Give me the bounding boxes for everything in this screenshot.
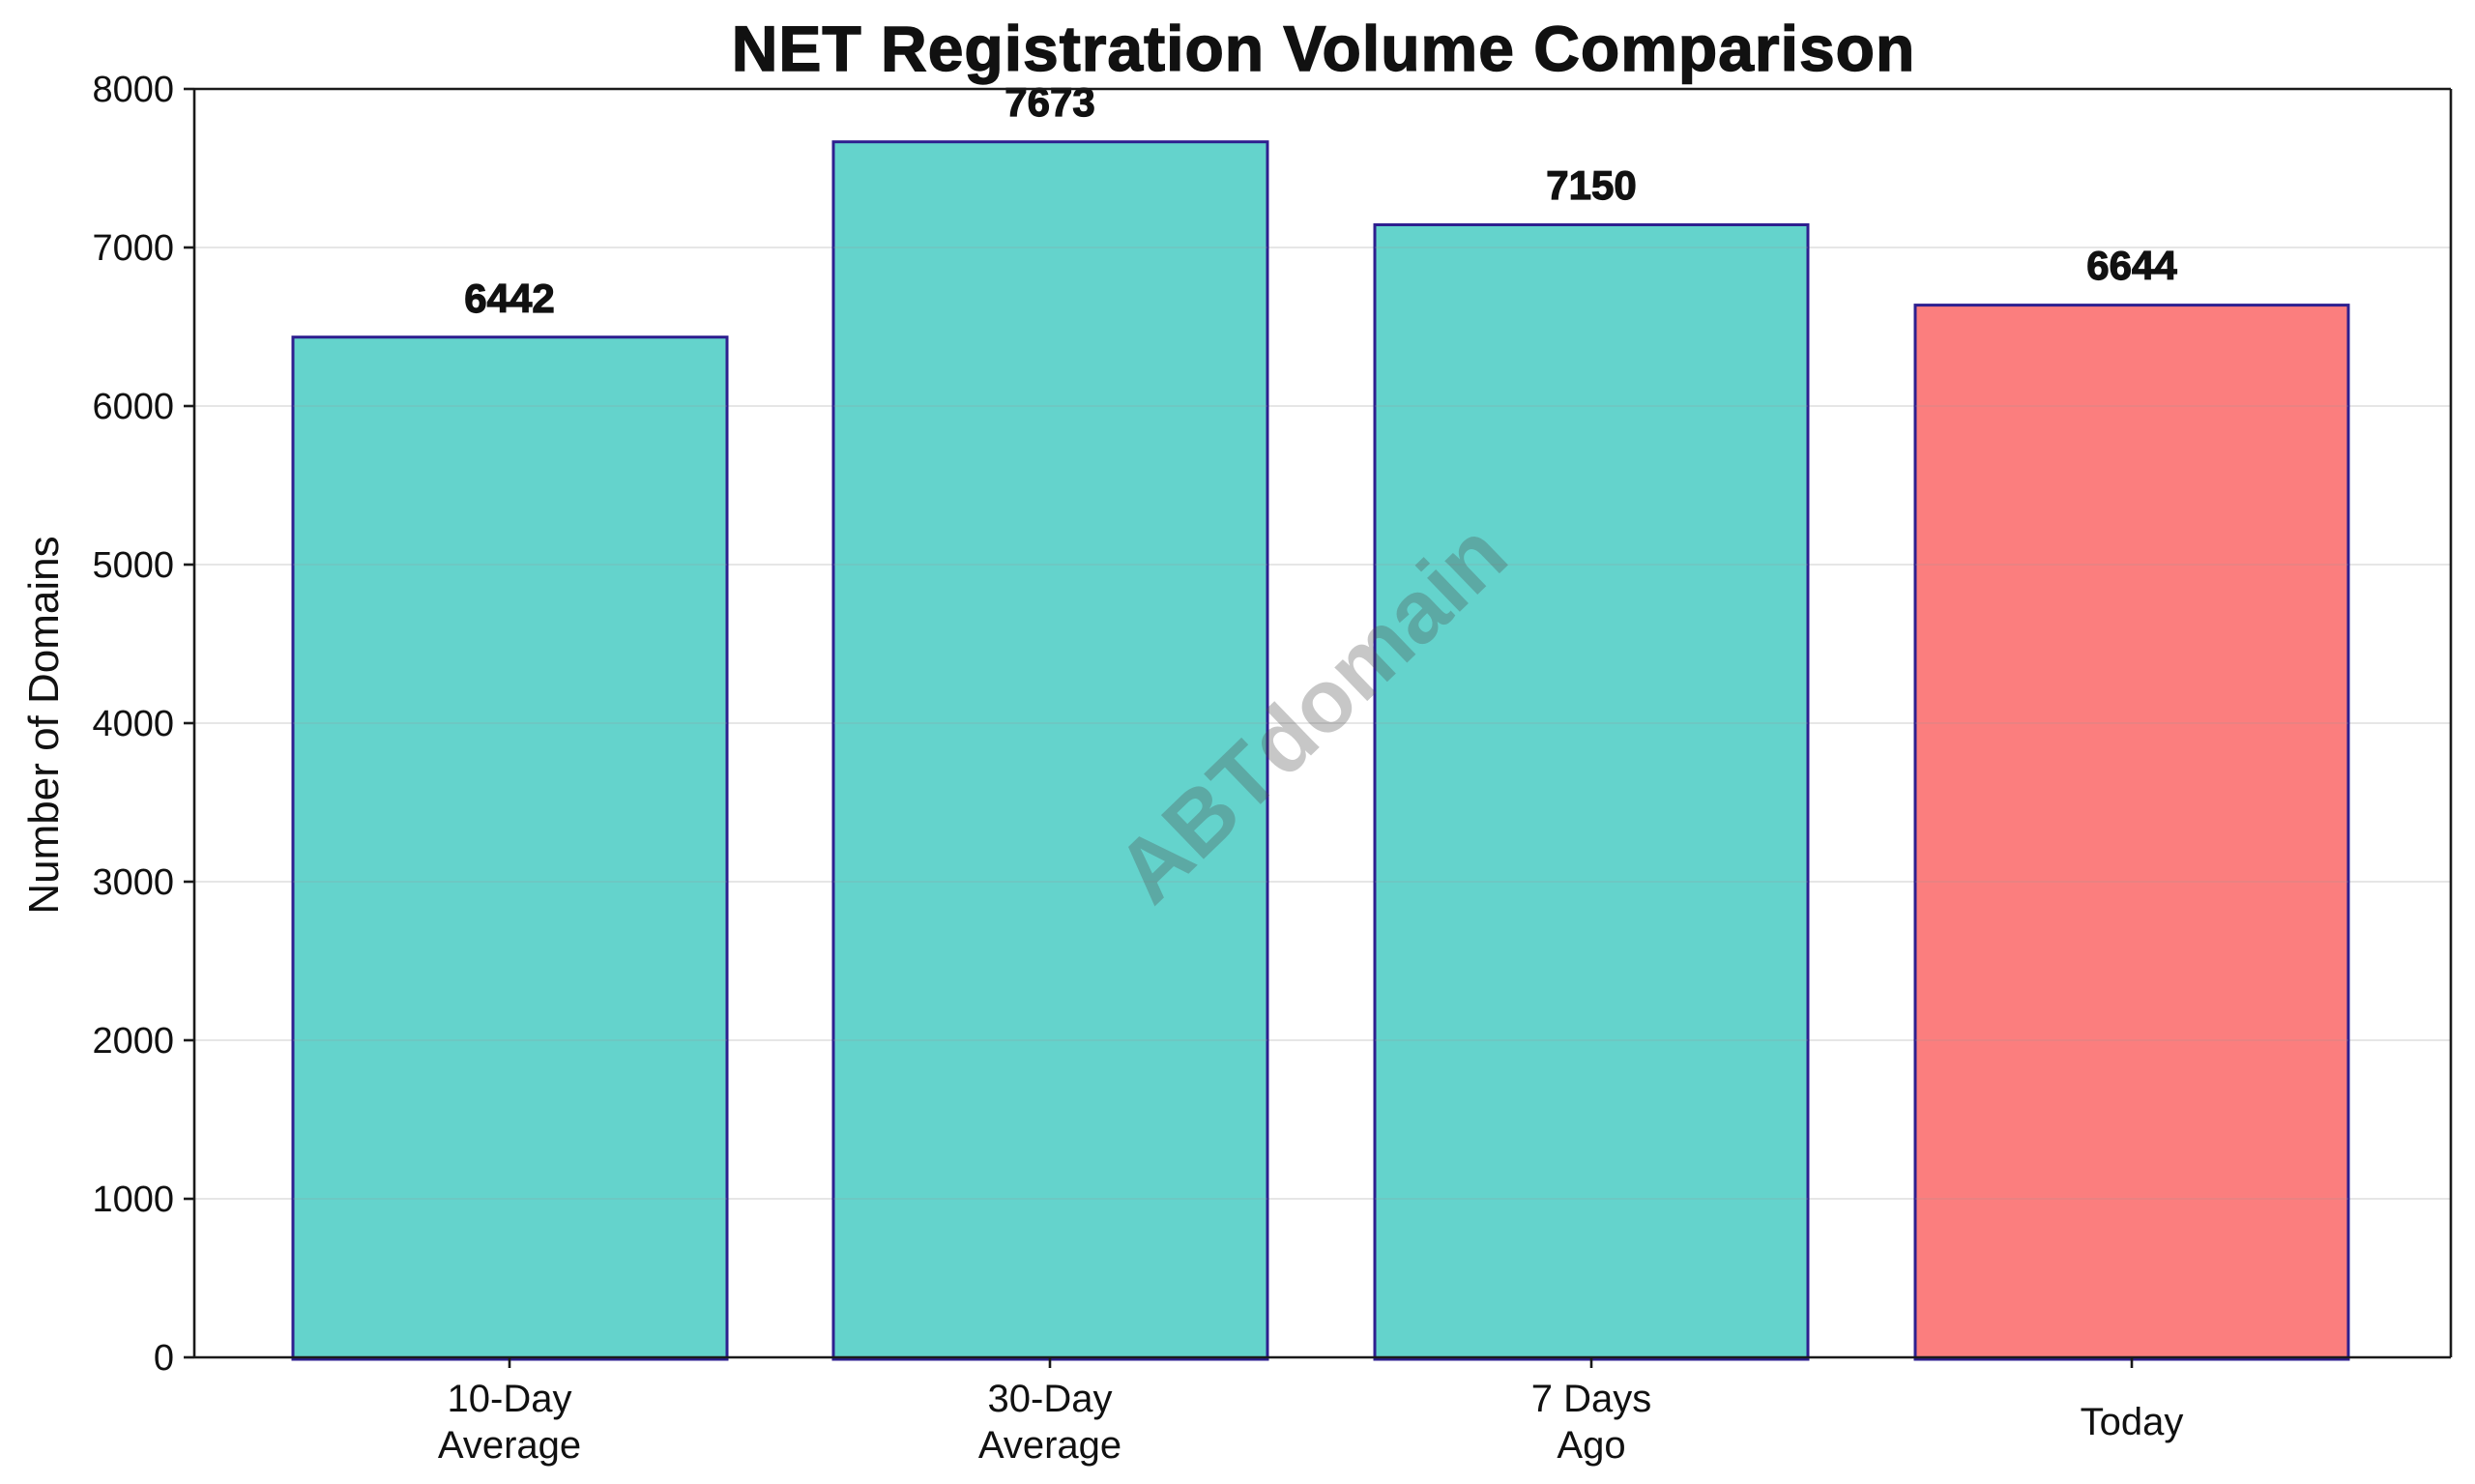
svg-text:Average: Average [978,1424,1121,1467]
svg-text:6644: 6644 [2086,243,2177,288]
svg-text:5000: 5000 [92,545,174,586]
svg-text:7000: 7000 [92,228,174,269]
svg-text:4000: 4000 [92,704,174,744]
svg-text:NET Registration Volume Compar: NET Registration Volume Comparison [732,13,1916,84]
svg-text:Average: Average [438,1424,581,1467]
svg-text:3000: 3000 [92,862,174,903]
svg-text:1000: 1000 [92,1179,174,1220]
svg-text:0: 0 [154,1338,174,1379]
svg-text:Number of Domains: Number of Domains [20,536,68,914]
svg-text:6442: 6442 [464,276,554,321]
svg-text:Today: Today [2081,1401,2184,1443]
svg-text:7150: 7150 [1546,162,1636,208]
svg-text:7 Days: 7 Days [1531,1378,1652,1420]
svg-text:8000: 8000 [92,70,174,110]
svg-text:Ago: Ago [1557,1424,1625,1467]
svg-text:7673: 7673 [1005,79,1094,125]
svg-text:6000: 6000 [92,387,174,427]
svg-text:30-Day: 30-Day [988,1378,1113,1420]
svg-text:10-Day: 10-Day [448,1378,572,1420]
svg-text:2000: 2000 [92,1021,174,1062]
